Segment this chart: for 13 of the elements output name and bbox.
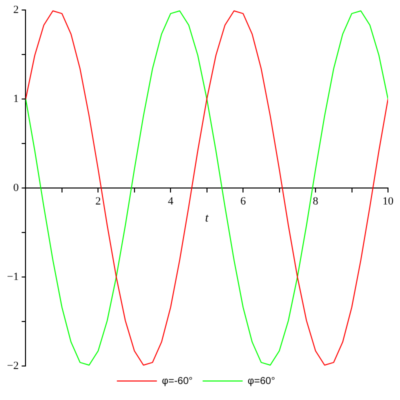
y-tick-label: 1 — [13, 92, 19, 105]
x-tick-label: 6 — [240, 195, 246, 208]
x-axis-title: t — [205, 210, 210, 225]
x-tick-label: 4 — [168, 195, 174, 208]
x-tick-label: 2 — [95, 195, 101, 208]
x-tick-label: 10 — [382, 195, 394, 208]
y-tick-label: −2 — [6, 360, 19, 372]
y-tick-label: −1 — [6, 270, 19, 283]
legend-label: φ=-60° — [162, 376, 193, 387]
legend-label: φ=60° — [248, 376, 276, 387]
y-tick-label: 0 — [13, 182, 20, 194]
y-tick-label: 2 — [13, 4, 19, 16]
x-tick-label: 8 — [312, 195, 319, 208]
